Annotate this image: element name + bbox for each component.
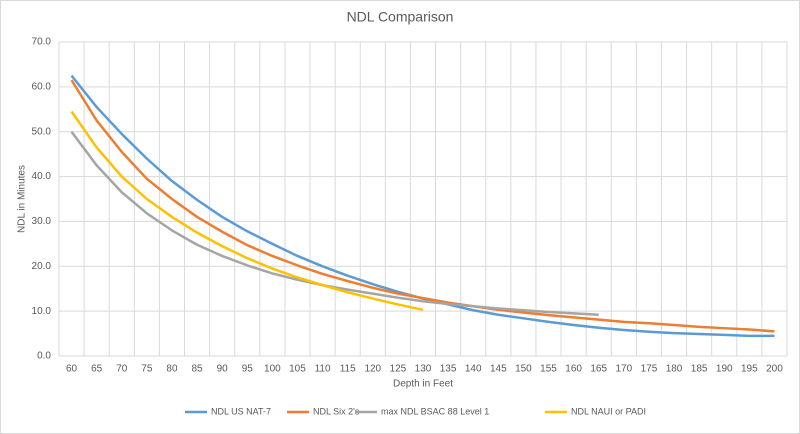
x-tick-label: 95 [242, 364, 254, 375]
x-tick-label: 200 [766, 364, 783, 375]
x-tick-label: 135 [440, 364, 457, 375]
y-tick-label: 60.0 [32, 81, 52, 92]
series-line [70, 130, 599, 316]
x-tick-label: 70 [116, 364, 128, 375]
x-tick-label: 115 [340, 364, 356, 375]
x-tick-label: 180 [666, 364, 683, 375]
x-tick-label: 75 [141, 364, 153, 375]
legend-label: NDL US NAT-7 [211, 406, 271, 416]
x-tick-label: 195 [741, 364, 758, 375]
x-tick-label: 100 [264, 364, 281, 375]
y-tick-label: 20.0 [32, 261, 52, 272]
legend-label: NDL NAUI or PADI [571, 406, 646, 416]
series-line [70, 110, 424, 312]
y-tick-label: 10.0 [32, 306, 52, 317]
x-axis-label: Depth in Feet [393, 379, 453, 390]
x-tick-label: 185 [691, 364, 708, 375]
y-axis-label: NDL in Minutes [17, 165, 28, 233]
legend-label: NDL Six 2's [313, 406, 360, 416]
x-tick-label: 120 [364, 364, 381, 375]
y-tick-label: 30.0 [32, 216, 52, 227]
x-tick-label: 125 [390, 364, 407, 375]
x-tick-label: 90 [217, 364, 229, 375]
x-tick-label: 80 [166, 364, 178, 375]
x-tick-label: 130 [415, 364, 432, 375]
x-tick-label: 110 [315, 364, 331, 375]
x-tick-label: 155 [540, 364, 557, 375]
y-tick-label: 50.0 [32, 126, 52, 137]
x-tick-label: 175 [641, 364, 658, 375]
x-tick-label: 105 [289, 364, 306, 375]
x-tick-label: 190 [716, 364, 733, 375]
x-tick-label: 160 [565, 364, 582, 375]
x-tick-label: 165 [590, 364, 607, 375]
y-tick-label: 0.0 [37, 351, 51, 362]
legend-label: max NDL BSAC 88 Level 1 [381, 406, 489, 416]
x-tick-label: 65 [91, 364, 103, 375]
x-tick-label: 170 [615, 364, 632, 375]
x-tick-label: 145 [490, 364, 507, 375]
x-tick-label: 150 [515, 364, 532, 375]
x-tick-label: 60 [66, 364, 78, 375]
x-tick-label: 140 [465, 364, 482, 375]
y-tick-label: 40.0 [32, 171, 52, 182]
x-tick-label: 85 [192, 364, 204, 375]
series-line [70, 79, 775, 333]
chart-title: NDL Comparison [347, 9, 454, 25]
y-tick-label: 70.0 [32, 37, 52, 48]
